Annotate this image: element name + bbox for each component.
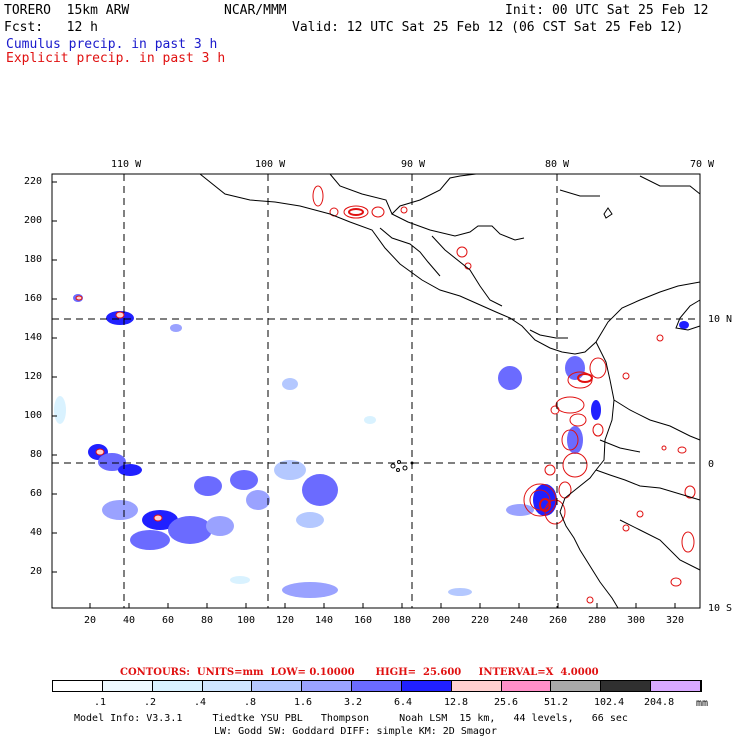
lat-label: 10 N (708, 314, 733, 325)
colorbar-units: mm (696, 698, 709, 709)
valid-time: Valid: 12 UTC Sat 25 Feb 12 (06 CST Sat … (292, 20, 684, 35)
x-tick-label: 80 (201, 615, 214, 626)
colorbar-label: 1.6 (294, 697, 313, 708)
x-tick-label: 100 (237, 615, 256, 626)
lon-label: 70 W (690, 159, 715, 170)
colorbar-label: 102.4 (594, 697, 625, 708)
init-time: Init: 00 UTC Sat 25 Feb 12 (505, 3, 709, 18)
colorbar-swatch (352, 681, 402, 691)
colorbar-swatch (202, 681, 253, 691)
lat-lon-grid (52, 174, 700, 608)
frame-ticks (52, 181, 676, 608)
x-tick-label: 40 (123, 615, 136, 626)
y-tick-label: 220 (24, 176, 43, 187)
colorbar-label: 6.4 (394, 697, 413, 708)
colorbar-labels: .1 .2 .4 .8 1.6 3.2 6.4 12.8 25.6 51.2 102.4 204.8 (52, 696, 702, 708)
x-tick-label: 60 (162, 615, 175, 626)
colorbar-label: .1 (94, 697, 107, 708)
x-tick-label: 180 (393, 615, 412, 626)
y-tick-label: 180 (24, 254, 43, 265)
model-info: Model Info: V3.3.1 Tiedtke YSU PBL Thomp… (74, 713, 628, 724)
x-tick-label: 120 (276, 615, 295, 626)
colorbar-swatch (451, 681, 502, 691)
colorbar-label: .2 (144, 697, 157, 708)
coastlines (199, 173, 701, 609)
lon-label: 110 W (111, 159, 142, 170)
y-tick-label: 140 (24, 332, 43, 343)
x-tick-label: 320 (666, 615, 685, 626)
x-tick-label: 280 (588, 615, 607, 626)
forecast-hour: Fcst: 12 h (4, 20, 98, 35)
colorbar-swatch (252, 681, 303, 691)
y-tick-label: 200 (24, 215, 43, 226)
y-tick-label: 80 (30, 449, 43, 460)
colorbar-swatch (53, 681, 103, 691)
lon-label: 100 W (255, 159, 286, 170)
y-tick-label: 160 (24, 293, 43, 304)
colorbar-label: 25.6 (494, 697, 519, 708)
explicit-legend: Explicit precip. in past 3 h (6, 51, 226, 66)
colorbar-swatch (102, 681, 153, 691)
colorbar-swatch (601, 681, 652, 691)
contour-info: CONTOURS: UNITS=mm LOW= 0.10000 HIGH= 25… (120, 667, 599, 678)
x-tick-label: 240 (510, 615, 529, 626)
physics-info: LW: Godd SW: Goddard DIFF: simple KM: 2D… (214, 726, 497, 737)
explicit-precip-contours (75, 185, 696, 604)
colorbar-swatch (152, 681, 203, 691)
y-tick-label: 120 (24, 371, 43, 382)
x-tick-label: 160 (354, 615, 373, 626)
colorbar-label: .8 (244, 697, 257, 708)
lon-label: 90 W (401, 159, 426, 170)
x-tick-label: 300 (627, 615, 646, 626)
cumulus-legend: Cumulus precip. in past 3 h (6, 37, 218, 52)
lat-label: 0 (708, 459, 715, 470)
x-tick-label: 220 (471, 615, 490, 626)
y-tick-label: 40 (30, 527, 43, 538)
x-tick-label: 20 (84, 615, 97, 626)
y-tick-label: 20 (30, 566, 43, 577)
colorbar (52, 680, 702, 692)
colorbar-label: 204.8 (644, 697, 675, 708)
colorbar-label: 51.2 (544, 697, 569, 708)
colorbar-swatch (551, 681, 602, 691)
lon-label: 80 W (545, 159, 570, 170)
x-tick-label: 200 (432, 615, 451, 626)
colorbar-swatch (401, 681, 452, 691)
colorbar-label: 3.2 (344, 697, 363, 708)
colorbar-label: 12.8 (444, 697, 469, 708)
y-tick-label: 100 (24, 410, 43, 421)
colorbar-swatch (501, 681, 552, 691)
colorbar-swatch (302, 681, 353, 691)
x-tick-label: 260 (549, 615, 568, 626)
org-label: NCAR/MMM (224, 3, 287, 18)
x-tick-label: 140 (315, 615, 334, 626)
y-tick-label: 60 (30, 488, 43, 499)
colorbar-label: .4 (194, 697, 207, 708)
colorbar-swatch (651, 681, 701, 691)
lat-label: 10 S (708, 603, 733, 614)
model-title: TORERO 15km ARW (4, 3, 130, 18)
